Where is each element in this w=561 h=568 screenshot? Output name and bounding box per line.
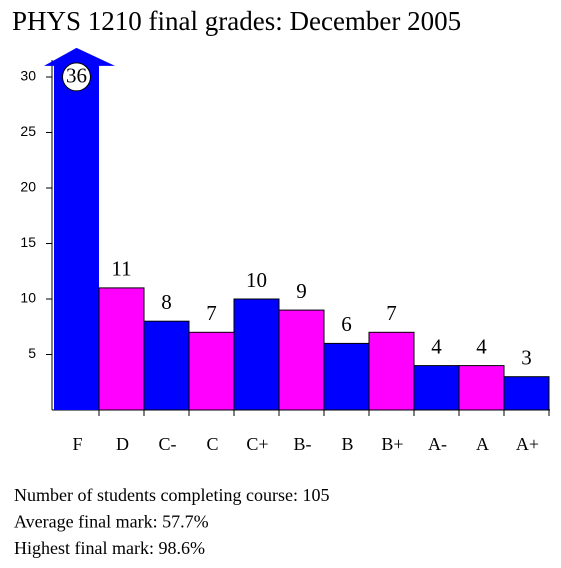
x-tick-label: A- <box>428 434 447 454</box>
y-tick-label: 10 <box>20 290 36 306</box>
value-label-bg <box>62 62 91 92</box>
value-label: 4 <box>431 334 442 358</box>
y-tick-label: 20 <box>20 179 36 195</box>
value-label: 36 <box>66 64 87 88</box>
value-label: 8 <box>161 290 172 314</box>
y-tick-label: 5 <box>28 345 36 361</box>
value-label: 4 <box>476 334 487 358</box>
x-tick-label: A+ <box>516 434 539 454</box>
value-label: 7 <box>206 301 217 325</box>
x-tick-label: A <box>476 434 489 454</box>
bar <box>278 309 325 411</box>
x-tick-label: C <box>206 434 218 454</box>
value-label: 10 <box>246 268 267 292</box>
x-tick-label: F <box>72 434 82 454</box>
x-tick-label: B- <box>294 434 312 454</box>
y-tick-label: 15 <box>20 234 36 250</box>
x-tick-label: B+ <box>381 434 403 454</box>
value-label: 7 <box>386 301 397 325</box>
value-label: 3 <box>521 346 532 370</box>
bar <box>323 342 370 411</box>
note: Average final mark: 57.7% <box>14 512 209 532</box>
note: Number of students completing course: 10… <box>14 485 329 505</box>
value-label: 11 <box>111 257 131 281</box>
bar <box>188 331 235 411</box>
chart-title: PHYS 1210 final grades: December 2005 <box>12 6 461 36</box>
x-tick-label: D <box>116 434 129 454</box>
note: Highest final mark: 98.6% <box>14 538 205 558</box>
bar <box>458 365 505 411</box>
bar <box>368 331 415 411</box>
bar <box>143 320 190 411</box>
y-tick-label: 30 <box>20 68 36 84</box>
x-tick-label: C+ <box>246 434 268 454</box>
bar <box>413 365 460 411</box>
bar <box>503 376 550 411</box>
y-tick-label: 25 <box>20 123 36 139</box>
x-tick-label: B <box>341 434 353 454</box>
value-label: 9 <box>296 279 307 303</box>
x-tick-label: C- <box>159 434 177 454</box>
bar <box>44 47 115 411</box>
bar <box>233 298 280 411</box>
bar <box>98 287 145 411</box>
value-label: 6 <box>341 312 352 336</box>
